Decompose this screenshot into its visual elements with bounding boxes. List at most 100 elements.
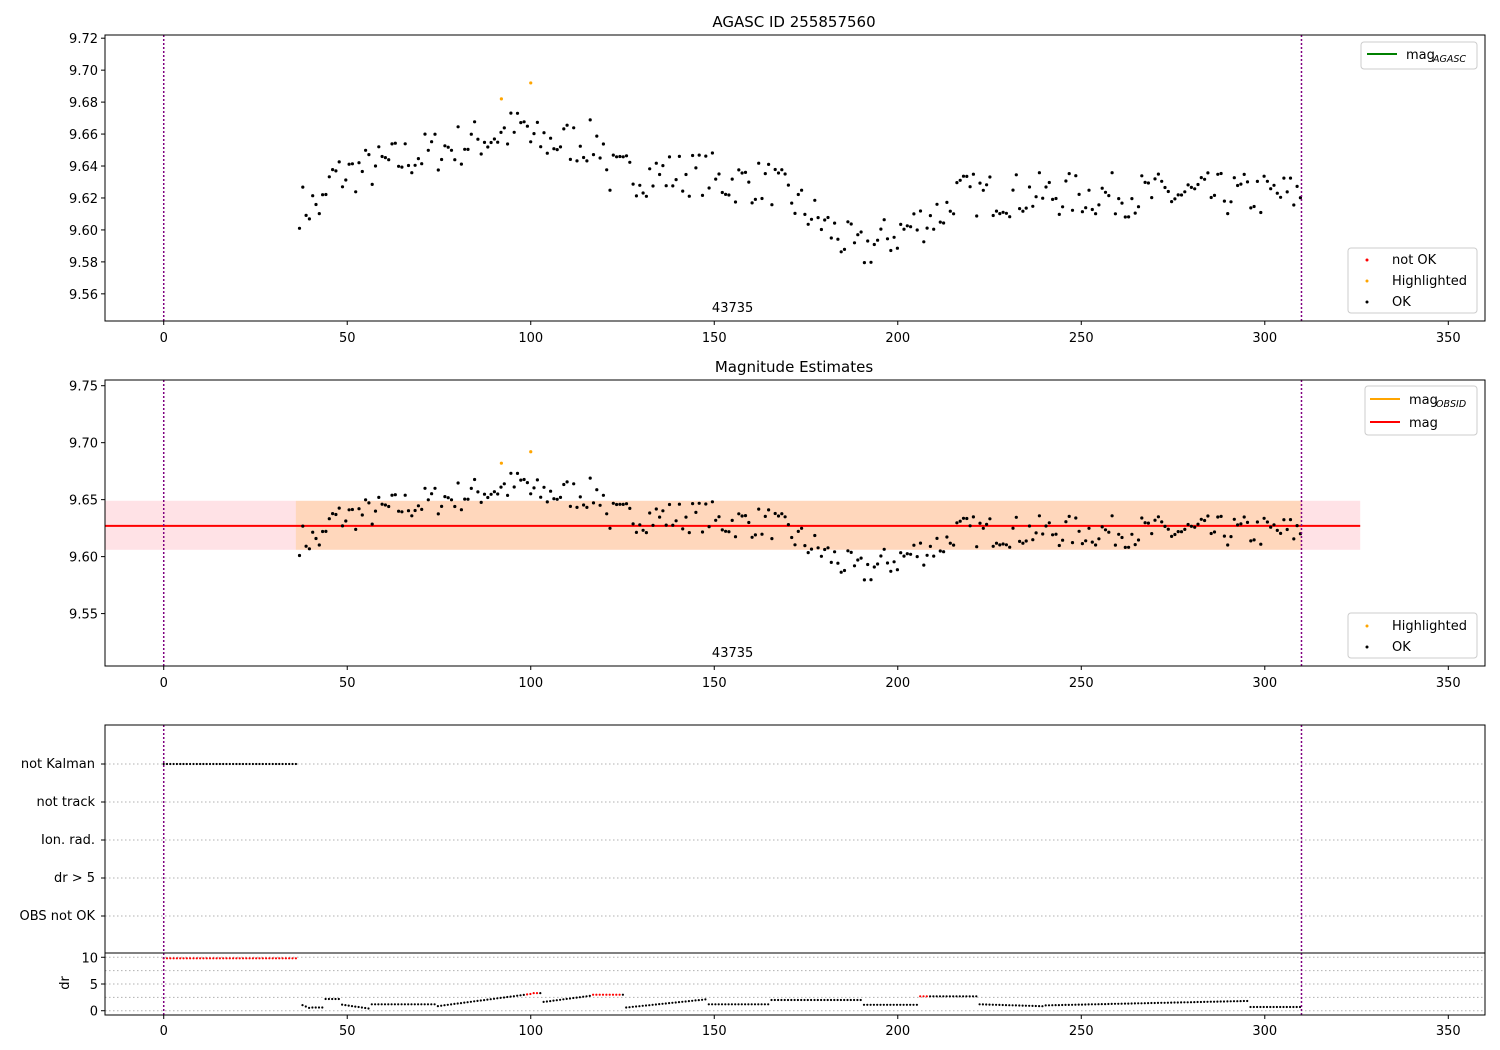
y-tick-label: 9.65 bbox=[69, 494, 98, 509]
dr-point-not-ok bbox=[248, 957, 251, 960]
dr-point bbox=[625, 1006, 628, 1009]
ok-point bbox=[506, 493, 510, 497]
dr-point bbox=[512, 995, 516, 998]
ok-point bbox=[605, 512, 609, 516]
ok-point bbox=[1206, 514, 1210, 518]
ok-point bbox=[988, 517, 992, 521]
dr-point bbox=[1252, 1005, 1255, 1009]
dr-point bbox=[1014, 1004, 1018, 1007]
dr-point bbox=[410, 1003, 413, 1006]
x-tick-label: 50 bbox=[339, 676, 356, 691]
ok-point bbox=[558, 495, 563, 499]
ok-point bbox=[885, 561, 890, 565]
ok-point bbox=[380, 154, 384, 159]
ok-point bbox=[975, 214, 979, 218]
ok-point bbox=[740, 171, 744, 175]
dr-point bbox=[1123, 1002, 1127, 1005]
ok-point bbox=[1136, 205, 1141, 209]
dr-point-not-ok bbox=[235, 957, 238, 960]
dr-point bbox=[740, 1003, 743, 1006]
dr-point bbox=[1295, 1005, 1298, 1009]
ok-point bbox=[925, 553, 929, 557]
ok-point bbox=[1186, 522, 1190, 527]
ok-point bbox=[463, 497, 467, 501]
dr-point bbox=[1064, 1003, 1067, 1007]
ok-point bbox=[390, 142, 394, 146]
ok-point bbox=[364, 148, 368, 152]
ok-point bbox=[479, 152, 483, 156]
dr-point bbox=[638, 1005, 641, 1008]
dr-point bbox=[780, 998, 783, 1002]
ok-point bbox=[482, 140, 487, 144]
ok-point bbox=[1242, 172, 1246, 176]
ok-point bbox=[591, 153, 596, 157]
ok-point bbox=[909, 225, 913, 229]
dr-point bbox=[522, 993, 525, 997]
dr-point bbox=[1242, 999, 1245, 1003]
ok-point bbox=[492, 490, 496, 494]
x-tick-label: 200 bbox=[885, 676, 910, 691]
ok-point bbox=[1166, 189, 1170, 194]
ok-point bbox=[667, 155, 672, 159]
ok-point bbox=[512, 485, 516, 489]
dr-point-not-ok bbox=[526, 993, 529, 996]
dr-point bbox=[1289, 1005, 1292, 1009]
ok-point bbox=[1011, 188, 1015, 192]
ok-point bbox=[743, 514, 748, 518]
ok-point bbox=[549, 489, 553, 493]
ok-point bbox=[373, 164, 378, 168]
ok-point bbox=[1222, 199, 1226, 203]
dr-point bbox=[694, 999, 697, 1002]
ok-point bbox=[476, 490, 480, 494]
dr-point bbox=[506, 995, 509, 999]
flag-label-not-track: not track bbox=[36, 795, 95, 810]
ok-point bbox=[661, 164, 665, 168]
legend-label-mag: mag bbox=[1406, 48, 1435, 63]
ok-point bbox=[1061, 205, 1065, 209]
not-kalman-point bbox=[255, 762, 258, 766]
ok-point bbox=[1031, 538, 1035, 542]
ok-point bbox=[634, 194, 639, 198]
ok-point bbox=[730, 177, 734, 181]
ok-point bbox=[710, 500, 715, 504]
ok-point bbox=[905, 224, 909, 228]
ok-point bbox=[1034, 531, 1038, 535]
dr-point bbox=[889, 1003, 892, 1006]
ok-point bbox=[350, 162, 354, 166]
ok-point bbox=[961, 174, 966, 178]
dr-point bbox=[661, 1002, 664, 1005]
ok-point bbox=[1067, 172, 1071, 176]
ok-point bbox=[700, 193, 705, 197]
dr-point bbox=[542, 1000, 545, 1004]
dr-point bbox=[674, 1001, 677, 1004]
ok-point bbox=[426, 148, 430, 152]
dr-point bbox=[1222, 1000, 1226, 1003]
ok-point bbox=[849, 222, 853, 226]
ok-point bbox=[1001, 210, 1005, 214]
ok-point bbox=[671, 523, 675, 527]
ok-point bbox=[334, 512, 338, 517]
dr-point bbox=[760, 1003, 763, 1006]
dr-point bbox=[932, 995, 935, 998]
ok-point bbox=[833, 221, 837, 225]
dr-point bbox=[1183, 1001, 1186, 1004]
dr-point bbox=[1285, 1005, 1288, 1009]
dr-point bbox=[1001, 1003, 1004, 1007]
dr-point bbox=[1117, 1002, 1120, 1005]
dr-point bbox=[975, 995, 978, 998]
ok-point bbox=[836, 237, 840, 241]
legend-marker-highlighted bbox=[1365, 279, 1369, 283]
dr-point bbox=[909, 1003, 912, 1006]
not-kalman-point bbox=[189, 762, 192, 766]
ok-point bbox=[743, 170, 748, 174]
ok-point bbox=[710, 151, 715, 155]
ok-point bbox=[856, 233, 860, 237]
dr-point bbox=[991, 1003, 994, 1006]
ok-point bbox=[763, 172, 767, 176]
not-kalman-point bbox=[225, 762, 228, 766]
dr-point bbox=[1249, 1005, 1252, 1009]
legend-marker-ok bbox=[1365, 645, 1369, 649]
dr-point bbox=[311, 1006, 314, 1009]
ok-point bbox=[1183, 190, 1187, 194]
dr-point bbox=[882, 1003, 885, 1006]
